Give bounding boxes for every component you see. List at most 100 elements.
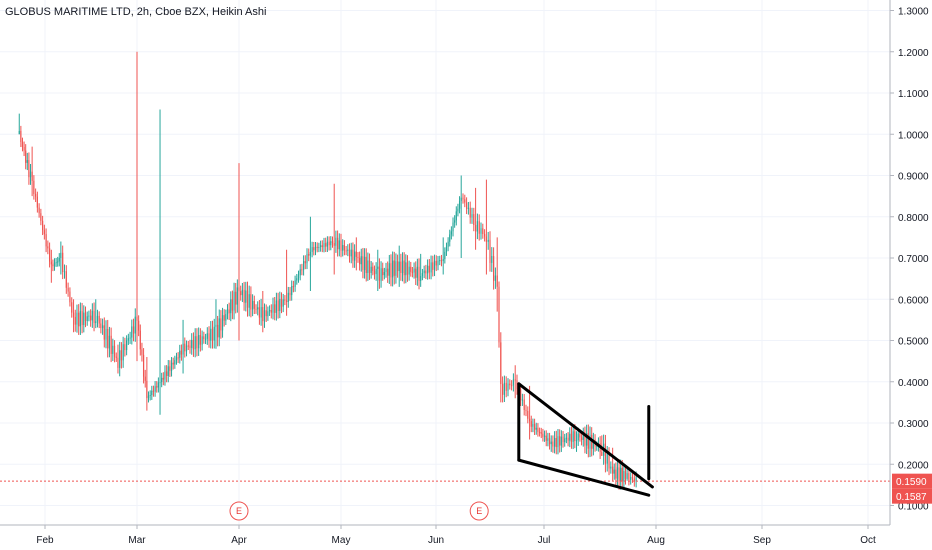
candle (527, 406, 529, 424)
candle (385, 262, 387, 278)
candle (96, 309, 99, 328)
candle (221, 307, 224, 338)
candle (175, 352, 178, 365)
candle (360, 248, 362, 272)
candle (101, 318, 104, 335)
candle (444, 247, 446, 264)
candle (375, 262, 377, 281)
candle (40, 208, 42, 226)
candle (262, 291, 264, 333)
candle (372, 262, 374, 276)
candle (348, 243, 351, 263)
candle (530, 415, 532, 433)
candle (52, 259, 54, 272)
candle (98, 311, 100, 329)
candle (552, 435, 554, 453)
candle (95, 299, 97, 329)
candle (166, 365, 168, 383)
candle (601, 435, 603, 456)
candle (382, 262, 384, 281)
candle (154, 381, 156, 397)
candle (540, 427, 542, 439)
earnings-marker[interactable]: E (229, 501, 249, 521)
candle (36, 191, 38, 213)
candle (177, 352, 179, 363)
candle (50, 249, 52, 283)
candle (79, 302, 81, 335)
candle (292, 280, 294, 293)
candle (335, 230, 337, 253)
candle (157, 377, 159, 393)
candle (405, 254, 407, 284)
candle (156, 381, 158, 393)
candle (69, 287, 71, 307)
candle (199, 328, 201, 352)
candle (86, 311, 88, 326)
candle (20, 125, 22, 148)
candle (83, 305, 85, 333)
candle (350, 242, 352, 264)
candle (416, 258, 418, 286)
candle (535, 422, 537, 435)
candle (306, 248, 308, 270)
candle (191, 333, 193, 355)
price-tick-label: 1.2000 (898, 48, 929, 59)
candle (250, 286, 252, 318)
candle (299, 264, 301, 281)
candle (378, 258, 381, 289)
drawing-wedge-lower[interactable] (517, 458, 651, 497)
candle (31, 146, 33, 197)
candle (192, 332, 195, 357)
candle (565, 433, 567, 444)
candle (620, 459, 622, 490)
candle (330, 236, 332, 251)
candle (494, 267, 496, 289)
candle (294, 275, 296, 292)
candle (485, 179, 487, 275)
candle (279, 291, 281, 319)
candle (84, 306, 87, 328)
candle (136, 51, 138, 362)
candle (410, 261, 412, 277)
candle (392, 251, 394, 287)
candle (467, 201, 469, 215)
candle (284, 295, 286, 306)
price-tick-label: 0.1000 (898, 502, 929, 513)
candle (215, 299, 217, 349)
candle (225, 309, 227, 326)
candle (144, 369, 146, 388)
candle (149, 390, 151, 401)
chart-title: GLOBUS MARITIME LTD, 2h, Cboe BZX, Heiki… (5, 6, 267, 18)
candle (289, 286, 291, 301)
drawing-wedge-upper[interactable] (517, 382, 654, 489)
earnings-marker[interactable]: E (469, 501, 489, 521)
candle (413, 262, 415, 279)
trend-drawings[interactable] (517, 382, 654, 497)
candle (142, 348, 145, 384)
candle (35, 188, 37, 203)
candle (236, 279, 238, 313)
candle (282, 293, 284, 313)
candle (113, 340, 116, 363)
candle (78, 304, 80, 335)
price-tick-label: 0.9000 (898, 172, 929, 183)
price-axis[interactable]: 0.1000 0.2000 0.3000 0.4000 0.5000 0.6000 0.70… (889, 0, 932, 550)
candle (43, 224, 45, 240)
candle (491, 247, 493, 272)
candle (387, 261, 389, 283)
candle (484, 229, 486, 242)
time-axis[interactable]: Feb Mar Apr May Jun Jul Aug Sep Oct (0, 524, 890, 546)
time-tick-label: Oct (860, 535, 876, 546)
candle (108, 326, 111, 358)
candle (267, 306, 269, 321)
candle (464, 194, 466, 208)
time-tick-label: Mar (128, 535, 146, 546)
candle (512, 373, 514, 392)
candle (47, 240, 49, 255)
candle (487, 231, 489, 250)
candle (592, 432, 594, 456)
candle (427, 259, 429, 280)
candle (309, 216, 311, 291)
